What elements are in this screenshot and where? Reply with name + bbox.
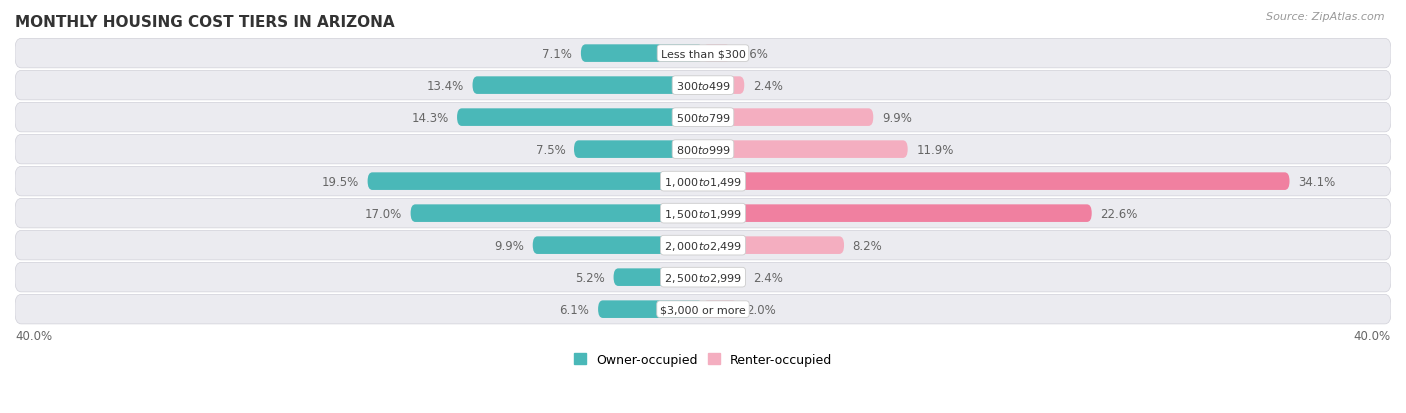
- Text: 7.1%: 7.1%: [543, 47, 572, 60]
- FancyBboxPatch shape: [703, 141, 908, 159]
- Text: 2.0%: 2.0%: [747, 303, 776, 316]
- FancyBboxPatch shape: [367, 173, 703, 190]
- Text: 22.6%: 22.6%: [1101, 207, 1137, 220]
- FancyBboxPatch shape: [15, 103, 1391, 133]
- FancyBboxPatch shape: [703, 45, 731, 63]
- FancyBboxPatch shape: [15, 39, 1391, 69]
- Text: Source: ZipAtlas.com: Source: ZipAtlas.com: [1267, 12, 1385, 22]
- FancyBboxPatch shape: [533, 237, 703, 254]
- Legend: Owner-occupied, Renter-occupied: Owner-occupied, Renter-occupied: [568, 348, 838, 371]
- FancyBboxPatch shape: [15, 263, 1391, 292]
- Text: 9.9%: 9.9%: [882, 112, 911, 124]
- Text: $500 to $799: $500 to $799: [675, 112, 731, 124]
- Text: 40.0%: 40.0%: [15, 329, 52, 342]
- Text: 14.3%: 14.3%: [411, 112, 449, 124]
- FancyBboxPatch shape: [15, 167, 1391, 197]
- Text: $1,000 to $1,499: $1,000 to $1,499: [664, 175, 742, 188]
- FancyBboxPatch shape: [15, 135, 1391, 164]
- Text: 40.0%: 40.0%: [1354, 329, 1391, 342]
- FancyBboxPatch shape: [703, 237, 844, 254]
- Text: 8.2%: 8.2%: [852, 239, 883, 252]
- FancyBboxPatch shape: [15, 295, 1391, 324]
- Text: 5.2%: 5.2%: [575, 271, 605, 284]
- Text: 9.9%: 9.9%: [495, 239, 524, 252]
- Text: Less than $300: Less than $300: [661, 49, 745, 59]
- FancyBboxPatch shape: [703, 301, 737, 318]
- Text: $1,500 to $1,999: $1,500 to $1,999: [664, 207, 742, 220]
- FancyBboxPatch shape: [703, 77, 744, 95]
- Text: 13.4%: 13.4%: [426, 79, 464, 93]
- Text: 2.4%: 2.4%: [752, 271, 783, 284]
- FancyBboxPatch shape: [703, 205, 1091, 223]
- FancyBboxPatch shape: [703, 109, 873, 127]
- FancyBboxPatch shape: [472, 77, 703, 95]
- Text: $2,000 to $2,499: $2,000 to $2,499: [664, 239, 742, 252]
- Text: 11.9%: 11.9%: [917, 143, 953, 156]
- FancyBboxPatch shape: [613, 269, 703, 286]
- FancyBboxPatch shape: [457, 109, 703, 127]
- Text: $800 to $999: $800 to $999: [675, 144, 731, 156]
- Text: 1.6%: 1.6%: [740, 47, 769, 60]
- FancyBboxPatch shape: [581, 45, 703, 63]
- Text: $3,000 or more: $3,000 or more: [661, 304, 745, 314]
- FancyBboxPatch shape: [598, 301, 703, 318]
- FancyBboxPatch shape: [574, 141, 703, 159]
- Text: 17.0%: 17.0%: [364, 207, 402, 220]
- Text: 19.5%: 19.5%: [322, 175, 359, 188]
- Text: $2,500 to $2,999: $2,500 to $2,999: [664, 271, 742, 284]
- FancyBboxPatch shape: [411, 205, 703, 223]
- Text: 34.1%: 34.1%: [1298, 175, 1336, 188]
- FancyBboxPatch shape: [703, 269, 744, 286]
- FancyBboxPatch shape: [15, 231, 1391, 260]
- Text: 2.4%: 2.4%: [752, 79, 783, 93]
- Text: 6.1%: 6.1%: [560, 303, 589, 316]
- FancyBboxPatch shape: [15, 199, 1391, 228]
- Text: 7.5%: 7.5%: [536, 143, 565, 156]
- FancyBboxPatch shape: [703, 173, 1289, 190]
- Text: MONTHLY HOUSING COST TIERS IN ARIZONA: MONTHLY HOUSING COST TIERS IN ARIZONA: [15, 15, 395, 30]
- Text: $300 to $499: $300 to $499: [675, 80, 731, 92]
- FancyBboxPatch shape: [15, 71, 1391, 101]
